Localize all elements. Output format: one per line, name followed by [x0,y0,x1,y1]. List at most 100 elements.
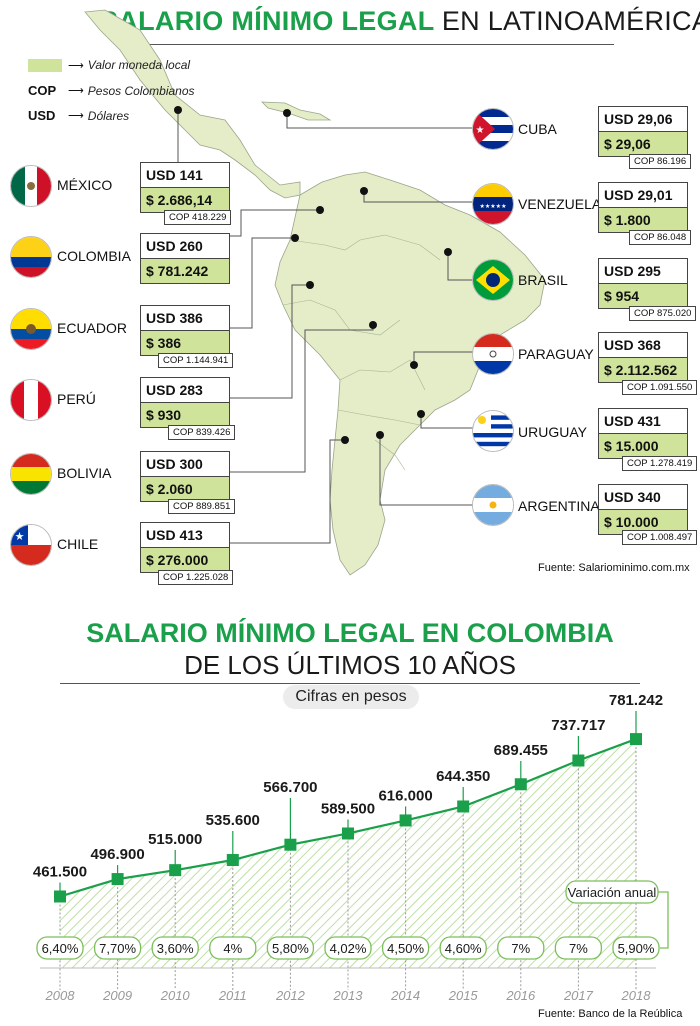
value-label-2013: 589.500 [321,800,375,817]
salary-box-ecuador: USD 386 $ 386 [140,305,230,356]
map-border [339,359,426,391]
cop-value-uruguay: COP 1.278.419 [622,456,698,471]
marker-argentina [376,431,384,439]
svg-text:★: ★ [476,125,485,136]
map-border [289,234,441,261]
legend-usd: USD ⟶ Dólares [28,108,130,123]
variation-pill-2013 [324,936,372,960]
cop-value-peru: COP 839.426 [168,425,236,440]
cop-value-argentina: COP 1.008.497 [622,530,698,545]
salary-box-bolivia: USD 300 $ 2.060 [140,451,230,502]
variation-pill-2018 [612,936,660,960]
variation-value-2017: 7% [569,941,588,956]
variation-value-2015: 4,60% [445,941,482,956]
variation-callout-line [658,891,669,949]
bolivia-flag-icon [10,453,52,495]
value-label-2017: 737.717 [551,717,605,734]
country-name-peru: PERÚ [57,391,96,407]
chart-rule [60,683,640,684]
country-name-colombia: COLOMBIA [57,248,131,264]
country-name-cuba: CUBA [518,121,557,137]
marker-colombia [316,206,324,214]
cuba-flag-icon: ★ [472,108,514,150]
variation-pill-2009 [93,936,142,960]
map-cuba [260,101,332,121]
colombia-flag-icon [10,236,52,278]
country-name-ecuador: ECUADOR [57,320,128,336]
marker-peru [306,281,314,289]
value-label-2010: 515.000 [148,831,202,848]
chart-note: Cifras en pesos [283,685,419,709]
connector-ecuador [230,237,295,329]
marker-brasil [444,248,452,256]
legend-swatch [28,58,62,72]
country-name-bolivia: BOLIVIA [57,465,112,481]
mexico-flag-icon [10,165,52,207]
country-name-mexico: MÉXICO [57,177,113,193]
salary-box-mexico: USD 141 $ 2.686,14 [140,162,230,213]
year-label-2010: 2010 [160,988,191,1003]
marker-bolivia [369,321,377,329]
argentina-flag-icon [472,484,514,526]
chart-title: SALARIO MÍNIMO LEGAL EN COLOMBIA [86,618,614,648]
variation-pill-2016 [497,936,545,960]
connector-uruguay [420,414,476,429]
salary-box-brasil: USD 295 $ 954 [598,258,688,309]
variation-pill-2011 [209,936,257,960]
map-title: SALARIO MÍNIMO LEGAL EN LATINOAMÉRICA [100,6,700,36]
value-label-2011: 535.600 [206,812,260,829]
value-label-2015: 644.350 [436,768,490,785]
connector-argentina [379,435,476,506]
peru-flag-icon [10,379,52,421]
cop-value-paraguay: COP 1.091.550 [622,380,698,395]
variation-value-2009: 7,70% [99,941,136,956]
salary-box-venezuela: USD 29,01 $ 1.800 [598,182,688,233]
value-label-2014: 616.000 [378,787,432,804]
variation-value-2014: 4,50% [387,941,424,956]
variation-callout-label: Variación anual [568,885,657,900]
cop-value-brasil: COP 875.020 [629,306,697,321]
connector-peru [230,284,310,399]
marker-mexico [174,106,182,114]
country-name-chile: CHILE [57,536,99,552]
salary-box-paraguay: USD 368 $ 2.112.562 [598,332,688,383]
uruguay-flag-icon [472,410,514,452]
cop-value-chile: COP 1.225.028 [158,570,234,585]
legend-local: ⟶ Valor moneda local [28,58,190,72]
value-label-2018: 781.242 [609,692,663,709]
marker-ecuador [291,234,299,242]
country-name-venezuela: VENEZUELA [518,196,602,212]
variation-value-2008: 6,40% [42,941,79,956]
variation-value-2013: 4,02% [330,941,367,956]
variation-value-2018: 5,90% [618,941,655,956]
chart-source: Fuente: Banco de la Reública [538,1008,683,1020]
svg-text:★: ★ [15,531,25,543]
connector-paraguay [413,351,476,365]
cop-value-mexico: COP 418.229 [164,210,232,225]
value-label-2012: 566.700 [263,779,317,796]
map-border [337,409,421,426]
arrow-icon: ⟶ [68,110,84,122]
year-label-2009: 2009 [102,988,132,1003]
year-label-2011: 2011 [218,988,247,1003]
year-label-2014: 2014 [390,988,420,1003]
salary-box-colombia: USD 260 $ 781.242 [140,233,230,284]
cop-value-venezuela: COP 86.048 [629,230,692,245]
map-mexico-central-america [84,9,301,199]
salary-box-uruguay: USD 431 $ 15.000 [598,408,688,459]
cop-value-bolivia: COP 889.851 [168,499,236,514]
year-label-2013: 2013 [333,988,364,1003]
marker-cuba [283,109,291,117]
legend-cop: COP ⟶ Pesos Colombianos [28,83,195,98]
value-label-2008: 461.500 [33,863,87,880]
variation-pill-2012 [266,936,315,960]
connector-colombia [230,209,320,237]
variation-pill-2008 [36,936,84,960]
salary-box-chile: USD 413 $ 276.000 [140,522,230,573]
variation-value-2016: 7% [511,941,530,956]
variation-value-2010: 3,60% [157,941,194,956]
cop-value-cuba: COP 86.196 [629,154,692,169]
value-label-2009: 496.900 [90,846,144,863]
variation-pill-2017 [554,936,603,960]
